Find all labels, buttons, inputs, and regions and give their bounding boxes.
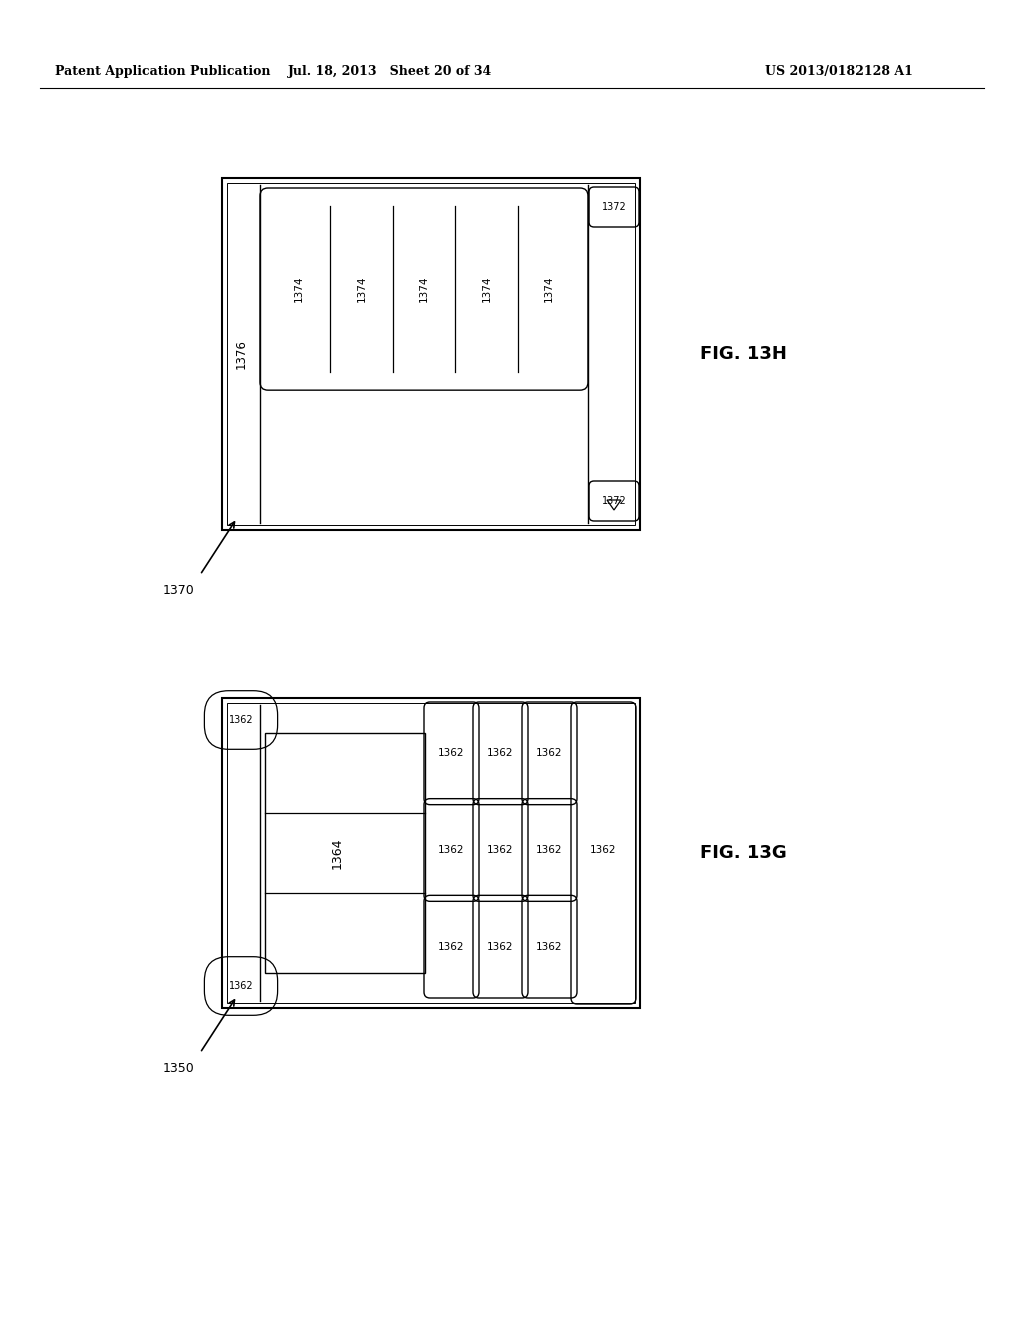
Text: 1374: 1374 [419, 276, 429, 302]
Text: 1362: 1362 [487, 748, 514, 758]
Text: FIG. 13G: FIG. 13G [700, 843, 786, 862]
Text: 1374: 1374 [356, 276, 367, 302]
Text: 1370: 1370 [162, 583, 194, 597]
Text: 1376: 1376 [234, 339, 248, 368]
Text: 1374: 1374 [294, 276, 304, 302]
Text: 1362: 1362 [438, 845, 465, 855]
Text: 1372: 1372 [602, 496, 627, 506]
Text: 1362: 1362 [537, 845, 563, 855]
Text: 1372: 1372 [602, 202, 627, 213]
Text: Jul. 18, 2013   Sheet 20 of 34: Jul. 18, 2013 Sheet 20 of 34 [288, 66, 493, 78]
Text: 1362: 1362 [228, 981, 253, 991]
Text: 1362: 1362 [590, 845, 616, 855]
Text: 1374: 1374 [481, 276, 492, 302]
Text: 1362: 1362 [537, 941, 563, 952]
Text: US 2013/0182128 A1: US 2013/0182128 A1 [765, 66, 912, 78]
Text: 1362: 1362 [487, 845, 514, 855]
Text: 1362: 1362 [438, 748, 465, 758]
Text: 1364: 1364 [331, 837, 343, 869]
Text: 1362: 1362 [487, 941, 514, 952]
Text: Patent Application Publication: Patent Application Publication [55, 66, 270, 78]
Text: 1362: 1362 [228, 715, 253, 725]
Text: FIG. 13H: FIG. 13H [700, 345, 786, 363]
Text: 1362: 1362 [537, 748, 563, 758]
Text: 1350: 1350 [162, 1061, 194, 1074]
Text: 1362: 1362 [438, 941, 465, 952]
Text: 1374: 1374 [544, 276, 554, 302]
